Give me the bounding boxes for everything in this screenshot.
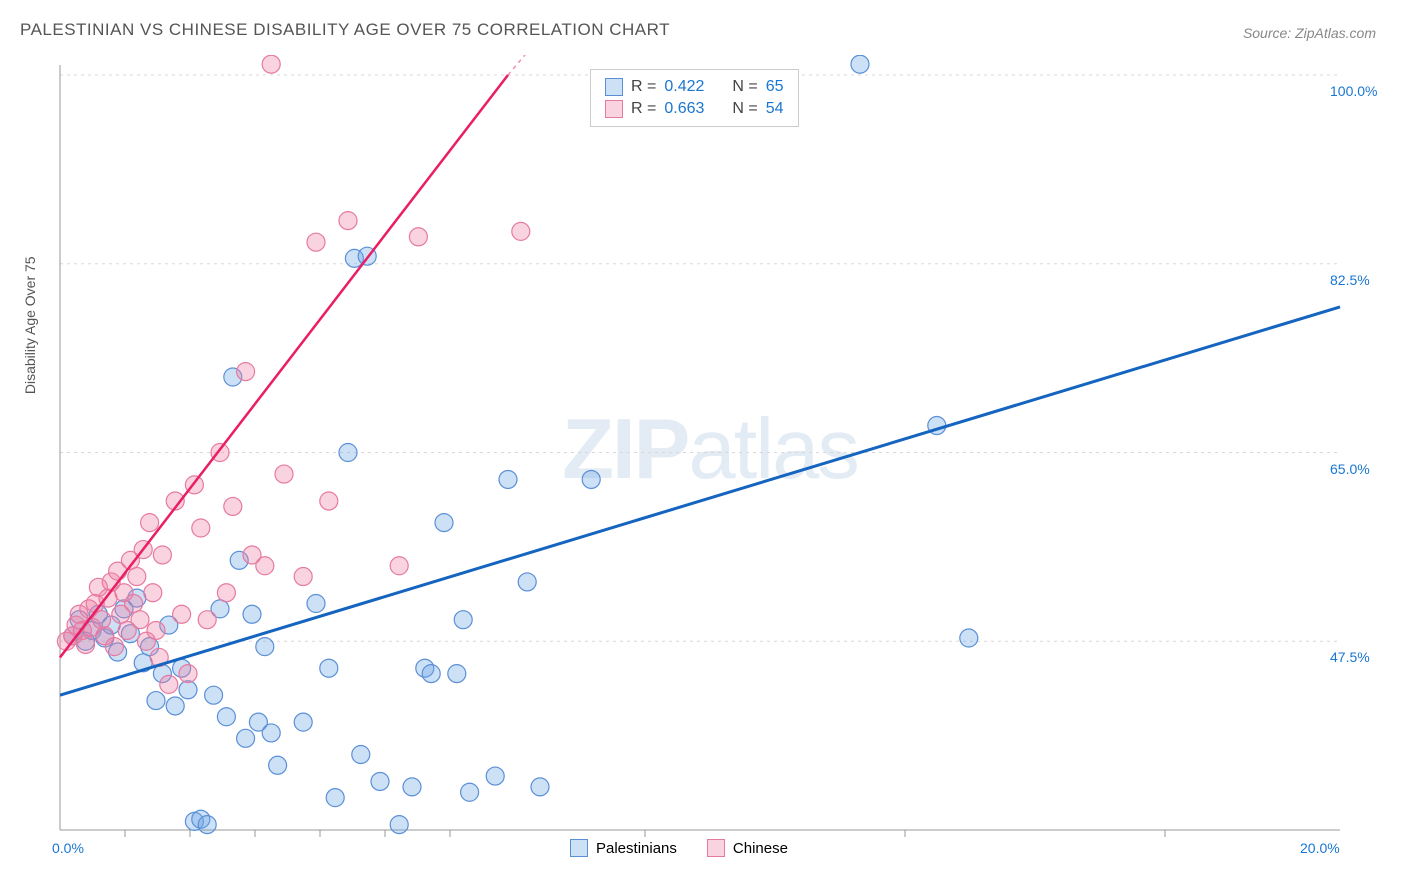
legend: Palestinians Chinese bbox=[570, 839, 788, 857]
chart-title: PALESTINIAN VS CHINESE DISABILITY AGE OV… bbox=[20, 20, 670, 40]
axis-tick-label: 65.0% bbox=[1330, 461, 1370, 477]
r-value: 0.663 bbox=[664, 100, 704, 118]
chinese-swatch bbox=[605, 100, 623, 118]
stats-row: R = 0.663 N = 54 bbox=[605, 98, 784, 120]
source-attribution: Source: ZipAtlas.com bbox=[1243, 25, 1376, 41]
r-value: 0.422 bbox=[664, 78, 704, 96]
axis-tick-label: 47.5% bbox=[1330, 649, 1370, 665]
chart-container: Disability Age Over 75 ZIPatlas R = 0.42… bbox=[50, 55, 1370, 855]
stats-row: R = 0.422 N = 65 bbox=[605, 76, 784, 98]
r-label: R = bbox=[631, 78, 656, 96]
legend-item-palestinians: Palestinians bbox=[570, 839, 677, 857]
n-value: 65 bbox=[766, 78, 784, 96]
palestinians-swatch bbox=[605, 78, 623, 96]
r-label: R = bbox=[631, 100, 656, 118]
n-label: N = bbox=[732, 100, 757, 118]
n-label: N = bbox=[732, 78, 757, 96]
scatter-plot bbox=[50, 55, 1370, 855]
axis-tick-label: 100.0% bbox=[1330, 83, 1377, 99]
legend-item-chinese: Chinese bbox=[707, 839, 788, 857]
chinese-swatch bbox=[707, 839, 725, 857]
legend-label: Chinese bbox=[733, 840, 788, 857]
n-value: 54 bbox=[766, 100, 784, 118]
axis-tick-label: 0.0% bbox=[52, 840, 84, 856]
correlation-stats-box: R = 0.422 N = 65 R = 0.663 N = 54 bbox=[590, 69, 799, 127]
palestinians-swatch bbox=[570, 839, 588, 857]
legend-label: Palestinians bbox=[596, 840, 677, 857]
y-axis-label: Disability Age Over 75 bbox=[22, 256, 38, 394]
axis-tick-label: 82.5% bbox=[1330, 272, 1370, 288]
axis-tick-label: 20.0% bbox=[1300, 840, 1340, 856]
